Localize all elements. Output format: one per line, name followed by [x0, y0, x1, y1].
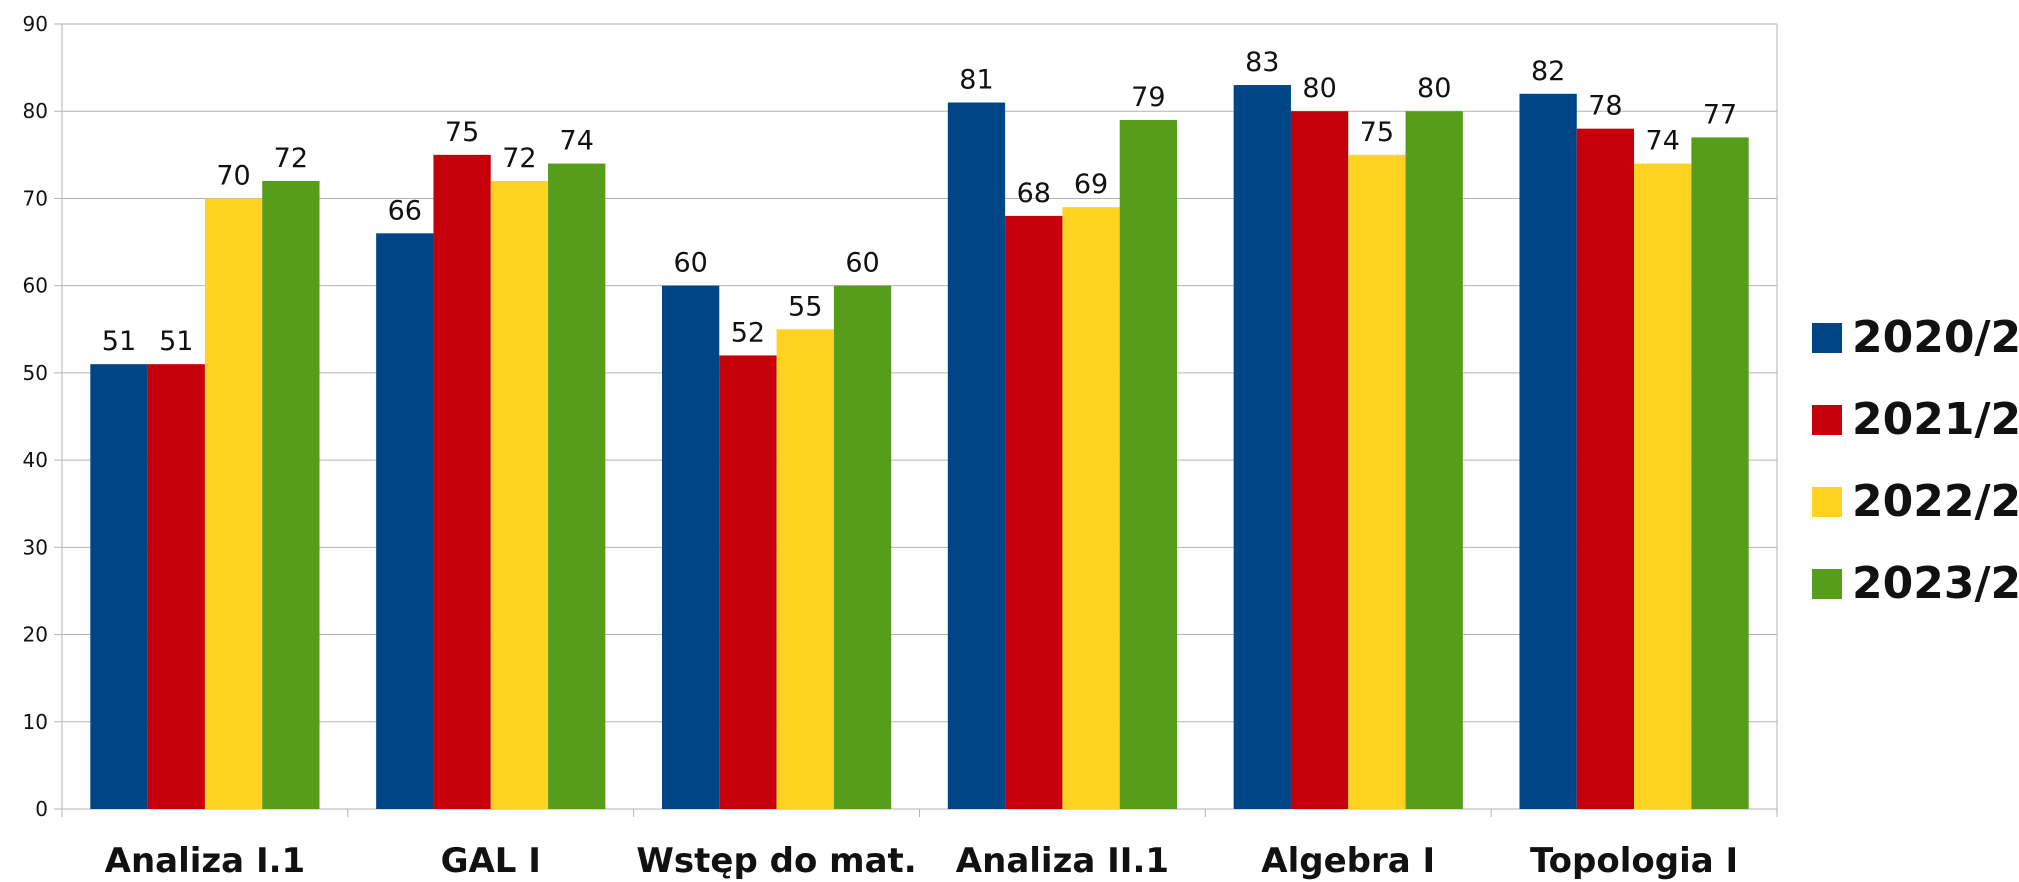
x-category-label: Algebra I — [1261, 841, 1435, 881]
bar-2020-21 — [1233, 85, 1291, 810]
data-label: 83 — [1245, 47, 1279, 78]
data-label: 82 — [1531, 56, 1565, 87]
y-tick-label: 70 — [23, 186, 48, 210]
legend-swatch[interactable] — [1812, 405, 1842, 435]
bar-2020-21 — [1519, 93, 1577, 810]
bar-2021-22 — [1290, 111, 1349, 809]
bar-2021-22 — [1005, 215, 1063, 809]
bar-2020-21 — [947, 102, 1006, 809]
data-label: 75 — [1360, 117, 1394, 148]
data-label: 66 — [388, 195, 422, 226]
bar-2022-23 — [490, 181, 549, 809]
legend-label[interactable]: 2023/24 — [1852, 558, 2019, 609]
data-label: 74 — [560, 126, 594, 157]
y-tick-label: 40 — [23, 448, 48, 472]
data-label: 79 — [1131, 82, 1165, 113]
data-label: 77 — [1703, 99, 1737, 130]
data-label: 75 — [445, 117, 479, 148]
bar-2023-24 — [1405, 111, 1463, 809]
bar-2023-24 — [1119, 119, 1178, 809]
bar-2022-23 — [1634, 163, 1692, 810]
y-tick-label: 20 — [23, 623, 48, 647]
bar-2023-24 — [833, 285, 892, 810]
data-label: 72 — [274, 143, 308, 174]
bar-2020-21 — [661, 285, 720, 810]
y-tick-label: 50 — [23, 361, 48, 385]
x-category-label: Analiza II.1 — [956, 841, 1169, 881]
data-label: 60 — [673, 248, 707, 279]
y-tick-label: 10 — [23, 710, 48, 734]
legend-label[interactable]: 2021/22 — [1852, 394, 2019, 445]
x-category-label: Wstęp do mat. — [636, 841, 916, 881]
data-label: 55 — [788, 291, 822, 322]
bar-2021-22 — [433, 154, 491, 810]
data-label: 70 — [216, 160, 250, 191]
legend-label[interactable]: 2020/21 — [1852, 312, 2019, 363]
y-tick-label: 30 — [23, 535, 48, 559]
bar-2021-22 — [1576, 128, 1635, 809]
bar-2021-22 — [719, 355, 777, 809]
data-label: 81 — [959, 65, 993, 96]
data-label: 51 — [159, 326, 193, 357]
x-category-label: GAL I — [441, 841, 541, 881]
data-label: 74 — [1646, 126, 1680, 157]
legend-swatch[interactable] — [1812, 323, 1842, 353]
y-tick-label: 90 — [23, 12, 48, 36]
data-label: 80 — [1302, 73, 1336, 104]
data-label: 51 — [102, 326, 136, 357]
legend-swatch[interactable] — [1812, 569, 1842, 599]
data-label: 69 — [1074, 169, 1108, 200]
data-label: 80 — [1417, 73, 1451, 104]
y-tick-label: 60 — [23, 274, 48, 298]
bar-2022-23 — [1062, 207, 1120, 809]
data-label: 60 — [845, 248, 879, 279]
bar-2022-23 — [204, 198, 263, 809]
bar-2023-24 — [1691, 137, 1749, 809]
bar-2023-24 — [548, 163, 606, 810]
bar-2020-21 — [90, 364, 148, 809]
bar-2023-24 — [262, 181, 320, 809]
y-tick-label: 0 — [35, 797, 48, 821]
y-tick-label: 80 — [23, 99, 48, 123]
legend-label[interactable]: 2022/23 — [1852, 476, 2019, 527]
bar-2020-21 — [376, 233, 434, 810]
x-category-label: Topologia I — [1530, 841, 1738, 881]
data-label: 78 — [1588, 91, 1622, 122]
data-label: 72 — [502, 143, 536, 174]
data-label: 68 — [1017, 178, 1051, 209]
bar-2021-22 — [147, 364, 205, 809]
legend-swatch[interactable] — [1812, 487, 1842, 517]
bar-2022-23 — [776, 329, 834, 809]
bar-2022-23 — [1348, 154, 1406, 810]
data-label: 52 — [731, 317, 765, 348]
x-category-label: Analiza I.1 — [105, 841, 306, 881]
